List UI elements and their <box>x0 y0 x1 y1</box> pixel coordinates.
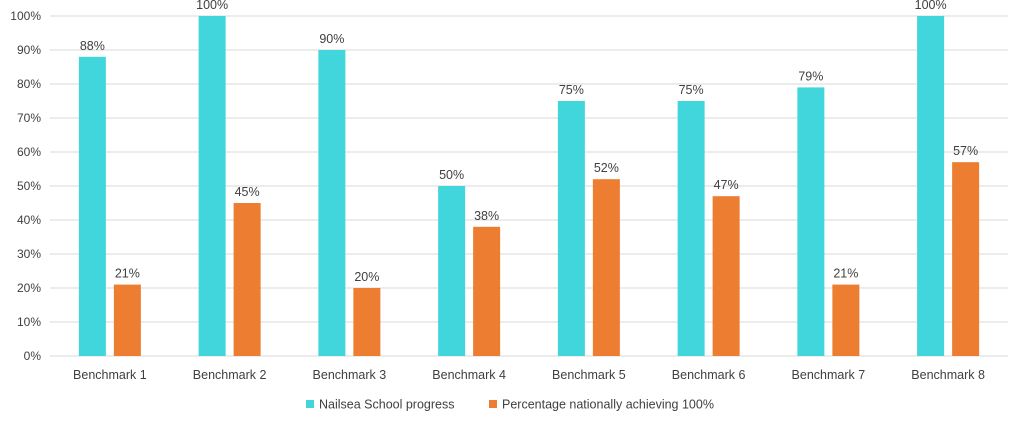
data-label-series-1-1: 88% <box>80 39 105 53</box>
gridlines <box>50 15 1008 357</box>
data-label-series-1-4: 50% <box>439 168 464 182</box>
bar-series-2-8 <box>952 162 980 356</box>
bar-series-1-5 <box>557 101 585 356</box>
bar-series-2-6 <box>712 196 740 356</box>
bar-series-2-3 <box>353 288 381 356</box>
bar-series-1-7 <box>797 87 825 357</box>
x-category-label: Benchmark 6 <box>672 368 746 382</box>
x-category-label: Benchmark 4 <box>432 368 506 382</box>
data-label-series-2-2: 45% <box>235 185 260 199</box>
y-tick-label: 100% <box>10 9 41 23</box>
x-category-label: Benchmark 1 <box>73 368 147 382</box>
data-label-series-1-7: 79% <box>798 69 823 83</box>
data-label-series-2-3: 20% <box>354 270 379 284</box>
data-label-series-2-8: 57% <box>953 144 978 158</box>
bar-series-1-8 <box>917 16 945 356</box>
bar-series-1-1 <box>78 56 106 357</box>
bar-series-1-2 <box>198 16 226 356</box>
bar-series-2-5 <box>592 179 620 356</box>
y-tick-label: 50% <box>17 179 41 193</box>
legend: Nailsea School progress Percentage nation… <box>306 398 714 412</box>
x-category-label: Benchmark 7 <box>792 368 866 382</box>
data-label-series-1-2: 100% <box>196 0 228 12</box>
x-axis-categories: Benchmark 1 Benchmark 2 Benchmark 3 Benchma… <box>73 368 985 382</box>
y-tick-label: 90% <box>17 43 41 57</box>
y-axis-ticks: 0% 10% 20% 30% 40% 50% 60% 70% 80% 90% 100% <box>10 9 41 363</box>
x-category-label: Benchmark 8 <box>911 368 985 382</box>
legend-label-series-1: Nailsea School progress <box>319 398 455 412</box>
bar-series-2-4 <box>473 226 501 356</box>
legend-label-series-2: Percentage nationally achieving 100% <box>502 398 714 412</box>
bar-series-2-7 <box>832 284 860 356</box>
bar-series-2-1 <box>113 284 141 356</box>
x-category-label: Benchmark 2 <box>193 368 267 382</box>
y-tick-label: 30% <box>17 247 41 261</box>
data-label-series-1-3: 90% <box>319 32 344 46</box>
data-label-series-1-5: 75% <box>559 83 584 97</box>
y-tick-label: 70% <box>17 111 41 125</box>
data-label-series-1-6: 75% <box>679 83 704 97</box>
data-label-series-2-1: 21% <box>115 267 140 281</box>
y-tick-label: 60% <box>17 145 41 159</box>
x-category-label: Benchmark 3 <box>313 368 387 382</box>
y-tick-label: 80% <box>17 77 41 91</box>
y-tick-label: 20% <box>17 281 41 295</box>
data-label-series-1-8: 100% <box>915 0 947 12</box>
data-labels: 88% 21% 100% 45% 90% 20% 50% 38% 75% 52% 75% 47% 79%… <box>80 0 978 284</box>
y-tick-label: 40% <box>17 213 41 227</box>
bar-series-1-6 <box>677 101 705 356</box>
data-label-series-2-6: 47% <box>714 178 739 192</box>
data-label-series-2-5: 52% <box>594 161 619 175</box>
y-tick-label: 0% <box>24 349 42 363</box>
legend-swatch-series-1 <box>306 400 314 408</box>
x-category-label: Benchmark 5 <box>552 368 626 382</box>
bar-series-1-4 <box>438 186 466 356</box>
y-tick-label: 10% <box>17 315 41 329</box>
legend-swatch-series-2 <box>489 400 497 408</box>
data-label-series-2-7: 21% <box>833 267 858 281</box>
bar-series-2-2 <box>233 203 261 356</box>
bars <box>78 16 980 357</box>
data-label-series-2-4: 38% <box>474 209 499 223</box>
bar-series-1-3 <box>318 50 346 356</box>
